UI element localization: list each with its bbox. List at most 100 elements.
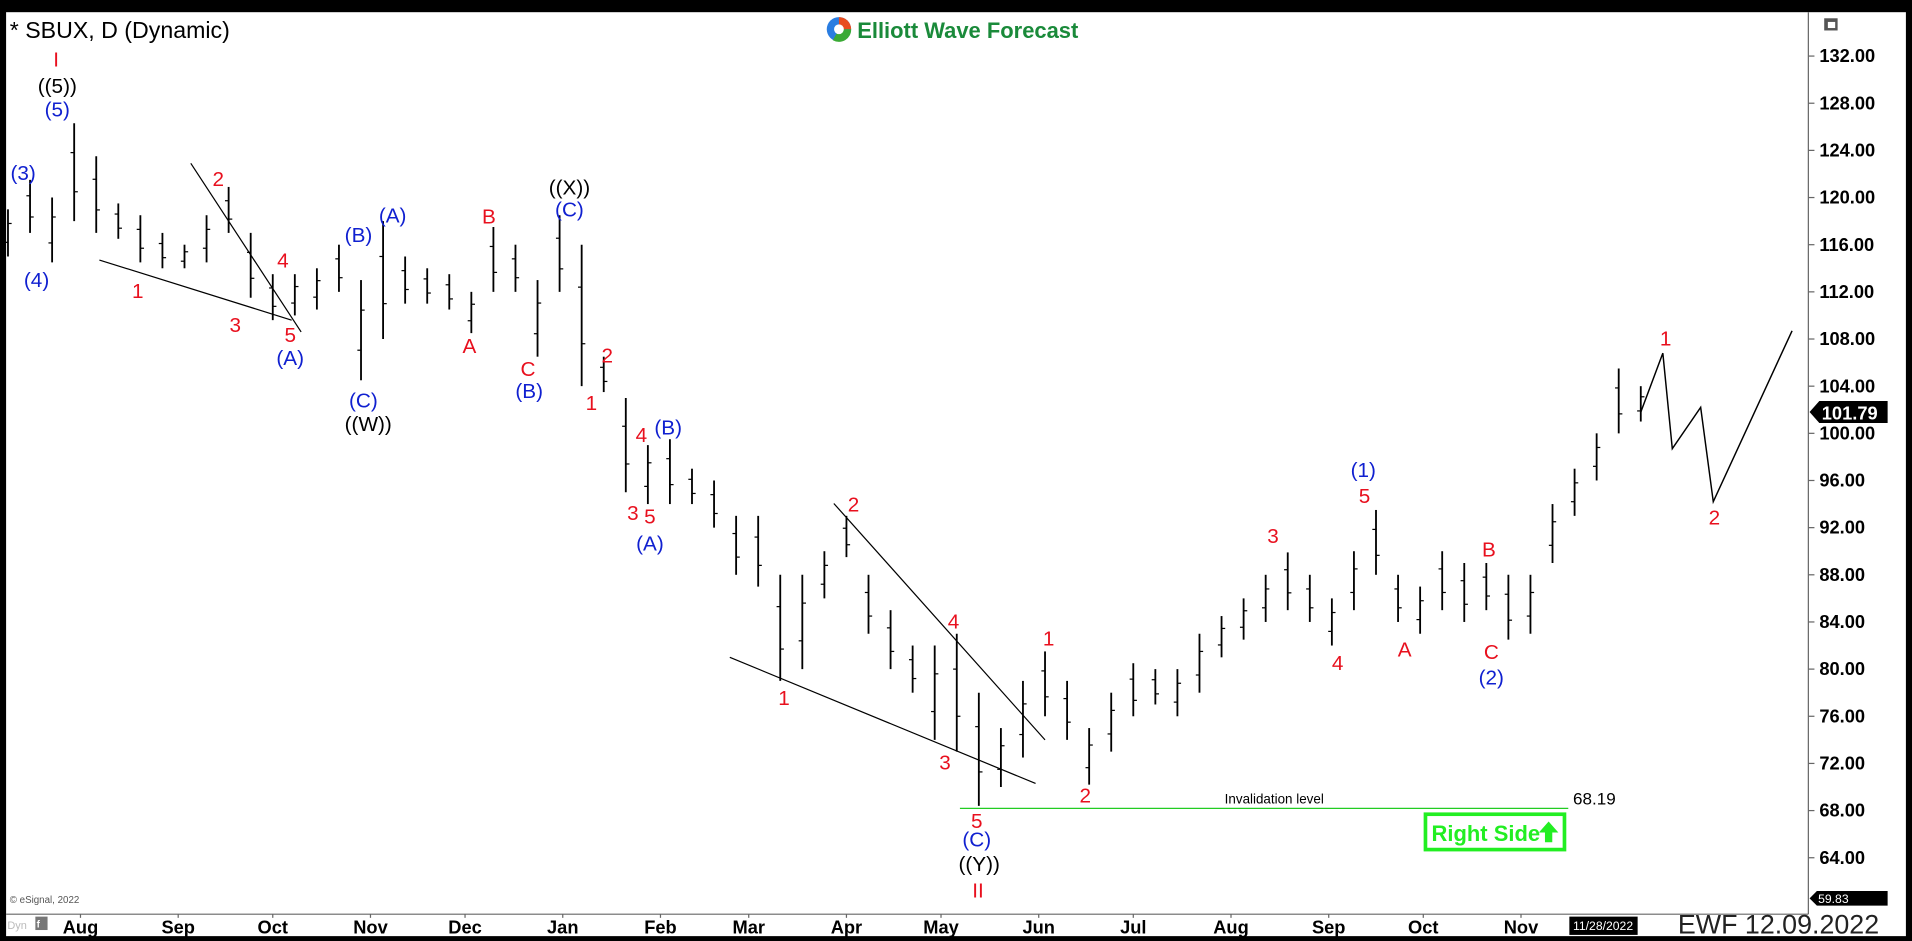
lock-icon[interactable]: f: [35, 916, 48, 931]
y-tick-label: 84.00: [1819, 611, 1865, 632]
price-bar: [247, 232, 255, 298]
price-bar: [1438, 551, 1446, 611]
price-bar: [180, 244, 189, 269]
cursor-date-tag: 11/28/2022: [1569, 916, 1638, 935]
wave-label: (C): [555, 198, 584, 221]
y-tick-label: 116.00: [1819, 234, 1874, 255]
brand-name: Elliott Wave Forecast: [857, 18, 1079, 43]
wave-label: (2): [1479, 666, 1504, 689]
price-bar: [622, 397, 630, 493]
x-tick-label: Apr: [831, 917, 862, 938]
wave-label: ((X)): [549, 176, 590, 199]
x-tick-label: Dec: [448, 917, 482, 938]
wave-label: (B): [345, 224, 373, 247]
cursor-date: 11/28/2022: [1573, 919, 1633, 933]
price-bar: [820, 551, 829, 599]
wave-label: 2: [601, 345, 613, 368]
price-bar: [1637, 386, 1645, 422]
wave-label: 1: [132, 280, 144, 303]
price-bar: [4, 209, 12, 257]
price-bar: [1394, 574, 1402, 622]
price-bar: [1085, 728, 1093, 785]
y-tick-label: 108.00: [1819, 328, 1875, 349]
x-tick-label: Jan: [547, 917, 578, 938]
price-bar: [1570, 468, 1579, 516]
last-price-value: 101.79: [1822, 402, 1878, 423]
y-tick-label: 128.00: [1819, 92, 1875, 113]
last-price-tag: 101.79: [1809, 401, 1888, 423]
svg-text:f: f: [37, 920, 41, 931]
wave-label: I: [53, 48, 59, 71]
price-bar: [1151, 669, 1160, 705]
wave-label: (B): [515, 380, 543, 403]
wave-label: 1: [586, 392, 598, 415]
price-bar: [1262, 574, 1270, 622]
ewf-date-stamp: EWF 12.09.2022: [1678, 910, 1879, 940]
price-bar: [70, 123, 78, 222]
y-tick-label: 64.00: [1819, 847, 1865, 868]
x-tick-label: May: [923, 917, 959, 938]
x-tick-label: Jun: [1022, 917, 1054, 938]
x-tick-label: Feb: [644, 917, 676, 938]
trendline: [833, 503, 1046, 741]
wave-label: 4: [948, 610, 960, 633]
price-bar: [357, 280, 365, 381]
y-tick-label: 80.00: [1819, 658, 1865, 679]
price-bar: [533, 280, 542, 357]
x-tick-label: Mar: [732, 917, 764, 938]
price-bar: [1019, 680, 1027, 758]
price-bar: [1063, 680, 1071, 740]
wave-label: 1: [1660, 328, 1672, 351]
y-tick-label: 104.00: [1819, 375, 1875, 396]
wave-label: B: [1482, 538, 1496, 561]
wave-label: 2: [848, 493, 860, 516]
price-bar: [489, 227, 498, 292]
price-bar: [908, 645, 917, 693]
x-tick-label: Jul: [1120, 917, 1146, 938]
trendline: [99, 259, 292, 321]
price-bar: [1615, 368, 1623, 434]
wave-label: (3): [11, 162, 36, 185]
price-bar: [1460, 563, 1468, 622]
maximize-icon[interactable]: [1824, 18, 1838, 31]
wave-label: 3: [939, 752, 951, 775]
price-bar: [688, 468, 696, 505]
price-bar: [1526, 574, 1535, 634]
price-bar: [864, 574, 873, 634]
wave-label: II: [972, 880, 984, 903]
wave-label: B: [482, 206, 496, 229]
price-bar: [1195, 633, 1204, 693]
wave-label: 3: [1267, 525, 1279, 548]
wave-label: ((5)): [38, 75, 77, 98]
wave-label: (C): [349, 390, 378, 413]
wave-label: (4): [24, 269, 49, 292]
price-bar: [48, 197, 56, 263]
low-price-value: 59.83: [1818, 892, 1849, 906]
invalidation-price: 68.19: [1573, 790, 1616, 809]
wave-label: 3: [627, 502, 639, 525]
y-tick-label: 112.00: [1819, 281, 1874, 302]
right-side-label: Right Side: [1432, 821, 1540, 846]
x-tick-label: Nov: [1504, 917, 1539, 938]
projection-path: [1640, 330, 1793, 505]
x-tick-label: Aug: [1213, 917, 1249, 938]
wave-label: 1: [1043, 627, 1055, 650]
right-side-badge: Right Side: [1423, 812, 1567, 852]
wave-label: (B): [654, 417, 682, 440]
price-bar: [136, 215, 145, 263]
price-bar: [798, 574, 806, 670]
price-bar: [1592, 433, 1601, 481]
price-bar: [997, 728, 1005, 788]
y-tick-label: 96.00: [1819, 470, 1865, 491]
price-bar: [1217, 616, 1226, 658]
chart-canvas: [6, 12, 1906, 937]
y-tick-label: 100.00: [1819, 422, 1875, 443]
wave-label: (A): [636, 532, 664, 555]
price-bar: [666, 439, 674, 505]
y-tick-label: 124.00: [1819, 139, 1875, 160]
price-bar: [291, 274, 299, 316]
wave-label: ((W)): [345, 413, 392, 436]
logo-swirl-icon: [826, 17, 852, 42]
price-bar: [1173, 669, 1182, 717]
